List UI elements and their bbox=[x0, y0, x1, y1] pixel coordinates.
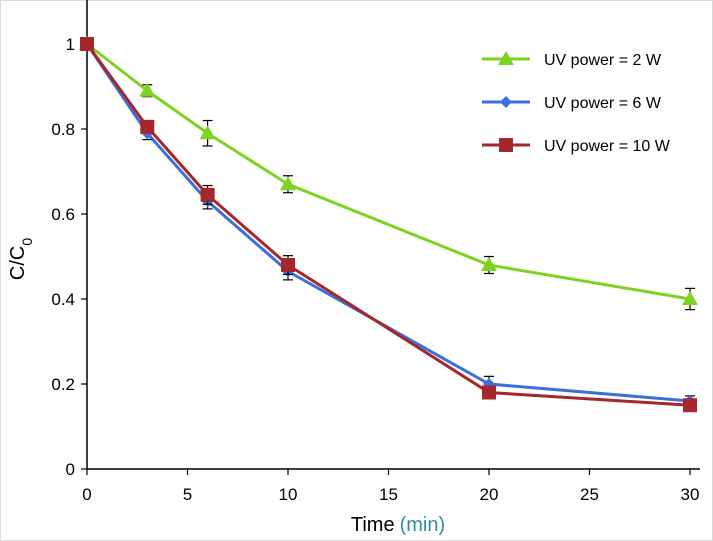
y-axis-title-subscript: 0 bbox=[19, 238, 35, 246]
series-1 bbox=[79, 36, 698, 311]
y-tick-label: 1 bbox=[66, 35, 75, 54]
x-tick-label: 15 bbox=[379, 485, 398, 504]
legend-swatch-marker bbox=[499, 138, 513, 152]
legend-item: UV power = 2 W bbox=[482, 51, 662, 69]
legend-swatch-marker bbox=[498, 51, 514, 65]
x-axis-title: Time (min) bbox=[351, 514, 445, 536]
y-tick-label: 0.4 bbox=[51, 290, 75, 309]
series-layer bbox=[79, 36, 698, 413]
y-tick-label: 0.2 bbox=[51, 375, 75, 394]
y-tick-label: 0.6 bbox=[51, 205, 75, 224]
series-line bbox=[85, 43, 691, 403]
x-tick-label: 25 bbox=[580, 485, 599, 504]
data-point bbox=[280, 176, 296, 191]
data-point bbox=[481, 257, 497, 271]
x-tick-label: 20 bbox=[480, 485, 499, 504]
data-point bbox=[482, 385, 496, 400]
y-tick-label: 0 bbox=[66, 460, 75, 479]
data-point bbox=[682, 291, 698, 305]
series-3 bbox=[80, 37, 697, 413]
series-line bbox=[86, 42, 691, 301]
legend-item: UV power = 6 W bbox=[482, 95, 662, 112]
legend-item: UV power = 10 W bbox=[482, 138, 671, 155]
series-2 bbox=[81, 38, 696, 407]
data-point bbox=[683, 398, 697, 413]
legend: UV power = 2 W UV power = 6 W UV power = 1… bbox=[482, 51, 671, 155]
data-point bbox=[139, 82, 156, 97]
legend-swatch-marker bbox=[500, 96, 512, 108]
data-point bbox=[199, 125, 216, 140]
y-tick-label: 0.8 bbox=[51, 120, 75, 139]
x-tick-label: 30 bbox=[681, 485, 700, 504]
data-point bbox=[281, 258, 295, 272]
series-line bbox=[85, 43, 691, 407]
y-axis-title-main: C/C bbox=[7, 246, 29, 280]
legend-label: UV power = 2 W bbox=[544, 52, 662, 69]
x-axis-title-main: Time bbox=[351, 514, 395, 536]
x-tick-label: 5 bbox=[183, 485, 192, 504]
legend-label: UV power = 10 W bbox=[544, 138, 671, 155]
data-point bbox=[80, 37, 94, 51]
y-axis-title: C/C0 bbox=[7, 238, 35, 280]
data-point bbox=[200, 187, 215, 202]
x-tick-label: 0 bbox=[82, 485, 91, 504]
data-point bbox=[140, 119, 155, 134]
x-axis-title-unit: (min) bbox=[400, 514, 446, 536]
legend-label: UV power = 6 W bbox=[544, 95, 662, 112]
x-tick-label: 10 bbox=[279, 485, 298, 504]
